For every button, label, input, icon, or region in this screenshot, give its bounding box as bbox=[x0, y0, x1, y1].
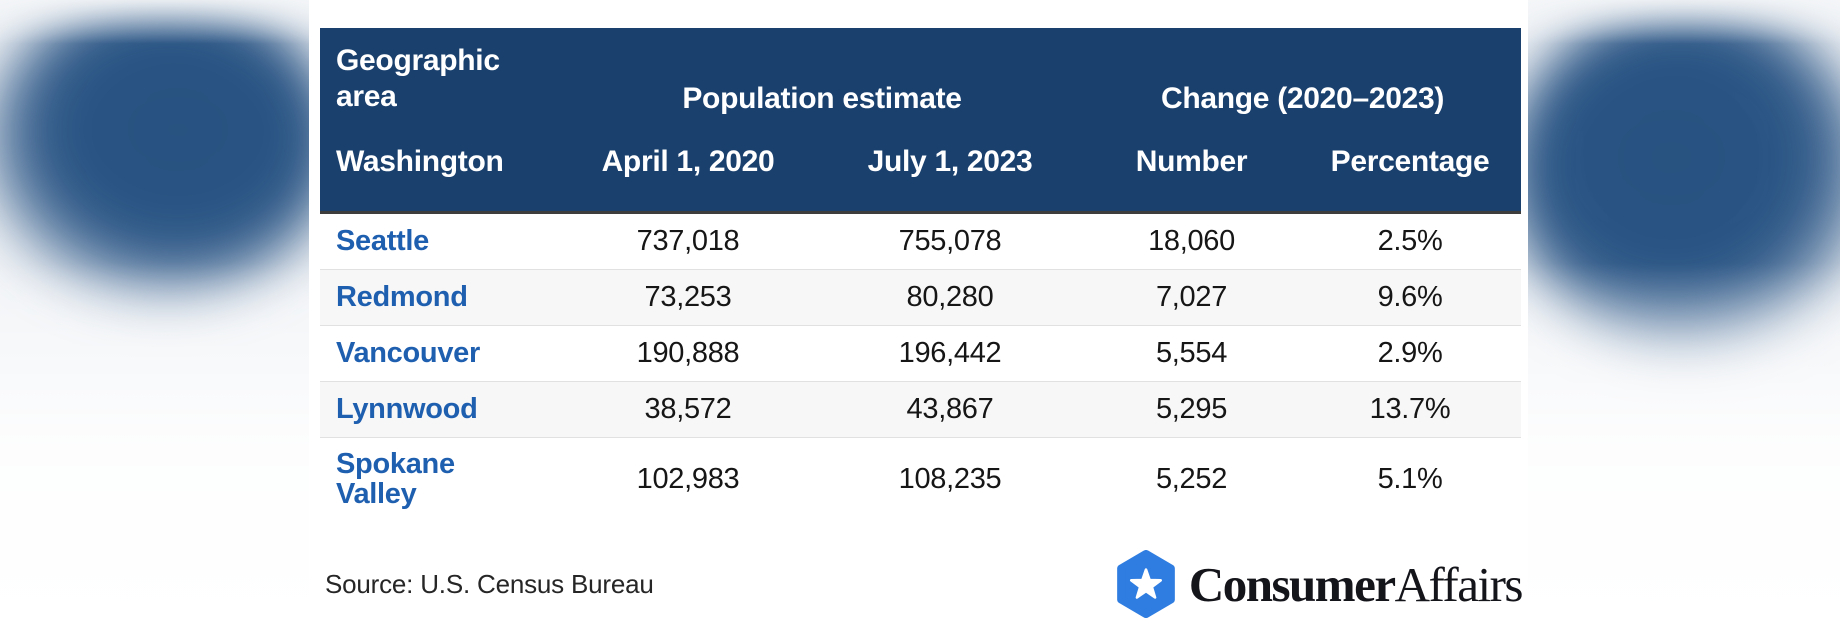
logo-wordmark: ConsumerAffairs bbox=[1188, 556, 1524, 612]
star-icon bbox=[1116, 550, 1175, 618]
table-row-lynnwood: Lynnwood 38,572 43,867 5,295 13.7% bbox=[320, 381, 1522, 438]
subheader-april-2020: April 1, 2020 bbox=[560, 120, 816, 214]
city-cell: Seattle bbox=[320, 213, 560, 270]
value-jul2023: 43,867 bbox=[816, 381, 1085, 438]
header-population-estimate: Population estimate bbox=[560, 28, 1085, 120]
city-link-lynnwood[interactable]: Lynnwood bbox=[336, 393, 478, 426]
city-link-seattle[interactable]: Seattle bbox=[336, 225, 429, 258]
value-apr2020: 102,983 bbox=[560, 437, 816, 520]
value-change-pct: 13.7% bbox=[1299, 381, 1522, 438]
value-jul2023: 196,442 bbox=[816, 325, 1085, 382]
subheader-row: Washington April 1, 2020 July 1, 2023 Nu… bbox=[320, 120, 1522, 214]
subheader-july-2023: July 1, 2023 bbox=[816, 120, 1085, 214]
city-link-vancouver[interactable]: Vancouver bbox=[336, 337, 480, 370]
header-group-row: Geographic area Population estimate Chan… bbox=[320, 28, 1522, 120]
header-geographic-area-label: Geographic area bbox=[336, 43, 500, 114]
value-change-pct: 5.1% bbox=[1299, 437, 1522, 520]
footer: Source: U.S. Census Bureau ConsumerAffai… bbox=[325, 550, 1524, 618]
city-cell: Lynnwood bbox=[320, 381, 560, 438]
source-note: Source: U.S. Census Bureau bbox=[325, 568, 654, 599]
table-header: Geographic area Population estimate Chan… bbox=[320, 28, 1522, 214]
value-change-number: 7,027 bbox=[1084, 269, 1300, 326]
city-link-spokane-valley[interactable]: Spokane Valley bbox=[336, 447, 455, 510]
consumeraffairs-logo: ConsumerAffairs bbox=[1115, 550, 1524, 618]
subheader-number: Number bbox=[1084, 120, 1300, 214]
value-change-number: 18,060 bbox=[1148, 225, 1235, 257]
city-cell: Redmond bbox=[320, 269, 560, 326]
table-row-vancouver: Vancouver 190,888 196,442 5,554 2.9% bbox=[320, 325, 1522, 382]
table-row-spokane-valley: Spokane Valley 102,983 108,235 5,252 5.1… bbox=[320, 437, 1522, 520]
value-change-number: 5,252 bbox=[1084, 437, 1300, 520]
logo-word-affairs: Affairs bbox=[1394, 556, 1524, 612]
value-jul2023: 108,235 bbox=[816, 437, 1085, 520]
value-apr2020: 38,572 bbox=[560, 381, 816, 438]
value-apr2020: 73,253 bbox=[560, 269, 816, 326]
value-change-pct: 2.9% bbox=[1299, 325, 1522, 382]
value-change-number: 5,554 bbox=[1084, 325, 1300, 382]
subheader-percentage: Percentage bbox=[1299, 120, 1522, 214]
city-cell: Vancouver bbox=[320, 325, 560, 382]
city-link-redmond[interactable]: Redmond bbox=[336, 281, 468, 314]
city-cell: Spokane Valley bbox=[320, 437, 560, 520]
content-panel: Geographic area Population estimate Chan… bbox=[309, 0, 1528, 626]
table-row-seattle: Seattle 737,018 755,078 18,060 2.5% bbox=[320, 212, 1522, 270]
header-change: Change (2020–2023) bbox=[1084, 28, 1522, 120]
table-row-redmond: Redmond 73,253 80,280 7,027 9.6% bbox=[320, 269, 1522, 326]
header-geographic-area: Geographic area bbox=[320, 28, 560, 120]
value-change-pct: 9.6% bbox=[1299, 269, 1522, 326]
population-table: Geographic area Population estimate Chan… bbox=[320, 28, 1522, 520]
value-apr2020: 737,018 bbox=[636, 225, 740, 257]
value-change-number: 5,295 bbox=[1084, 381, 1300, 438]
value-apr2020: 190,888 bbox=[560, 325, 816, 382]
logo-word-consumer: Consumer bbox=[1188, 556, 1396, 612]
value-jul2023: 755,078 bbox=[898, 225, 1002, 257]
value-change-pct: 2.5% bbox=[1377, 225, 1443, 257]
value-jul2023: 80,280 bbox=[816, 269, 1085, 326]
subheader-washington: Washington bbox=[320, 120, 560, 214]
